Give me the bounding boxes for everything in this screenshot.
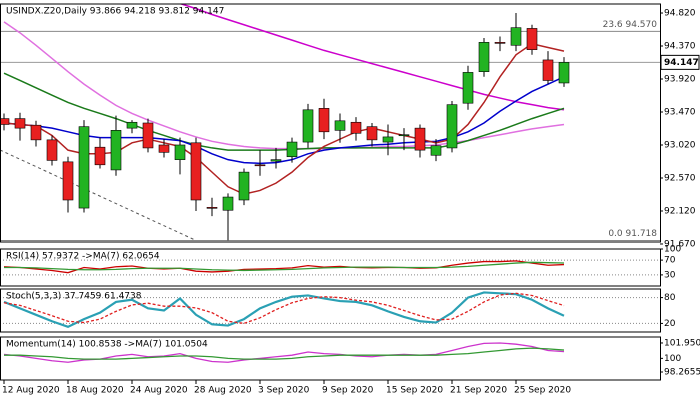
panel bbox=[0, 291, 660, 329]
y-tick-label: 100 bbox=[664, 354, 681, 364]
panel-title: RSI(14) 57.9372 ->MA(7) 62.0654 bbox=[6, 252, 160, 262]
y-tick-label: 70 bbox=[664, 256, 676, 266]
candle-body bbox=[462, 72, 474, 104]
candle-body bbox=[558, 62, 570, 84]
candle-body bbox=[446, 104, 458, 149]
panel-title: Stoch(5,3,3) 37.7459 61.4738 bbox=[6, 292, 142, 302]
candle-body bbox=[158, 144, 170, 153]
candle-body bbox=[30, 124, 42, 141]
panel-border bbox=[0, 248, 661, 287]
candle-body bbox=[14, 118, 26, 129]
y-tick-label: 92.120 bbox=[664, 206, 696, 216]
y-tick-label: 91.670 bbox=[664, 239, 696, 249]
indicator-line bbox=[3, 291, 565, 329]
candle-body bbox=[478, 42, 490, 72]
indicator-line bbox=[3, 260, 565, 274]
last-price-label: 94.147 bbox=[664, 58, 699, 68]
y-tick-label: 94.370 bbox=[664, 42, 696, 52]
panel-title: Momentum(14) 100.8538 ->MA(7) 101.0504 bbox=[6, 340, 208, 350]
y-tick-label: 93.920 bbox=[664, 75, 696, 85]
fib-label: 0.0 91.718 bbox=[608, 229, 657, 239]
y-tick-label: 93.470 bbox=[664, 108, 696, 118]
candle-body bbox=[94, 146, 106, 166]
candle-body bbox=[286, 141, 298, 158]
candle-body bbox=[334, 120, 346, 131]
candle-body bbox=[174, 144, 186, 160]
y-tick-label: 20 bbox=[664, 319, 676, 329]
panel-border bbox=[0, 3, 661, 243]
candle-body bbox=[510, 27, 522, 46]
candle-body bbox=[254, 164, 266, 167]
candle-body bbox=[270, 159, 282, 162]
x-tick-label: 25 Sep 2020 bbox=[514, 386, 571, 396]
panel bbox=[0, 4, 660, 241]
candle-body bbox=[542, 59, 554, 81]
candle-body bbox=[494, 42, 506, 44]
x-tick-label: 28 Aug 2020 bbox=[194, 386, 252, 396]
fib-label: 23.6 94.570 bbox=[603, 20, 658, 30]
indicator-line bbox=[4, 261, 565, 272]
x-tick-label: 24 Aug 2020 bbox=[130, 386, 188, 396]
indicator-line bbox=[3, 76, 565, 165]
x-tick-label: 21 Sep 2020 bbox=[450, 386, 507, 396]
y-tick-label: 94.820 bbox=[664, 9, 696, 19]
candle-body bbox=[414, 127, 426, 151]
x-tick-label: 3 Sep 2020 bbox=[258, 386, 310, 396]
candle-body bbox=[302, 109, 314, 143]
x-tick-label: 9 Sep 2020 bbox=[322, 386, 374, 396]
candle-body bbox=[62, 161, 74, 201]
indicator-line bbox=[4, 347, 565, 360]
candle-body bbox=[350, 121, 362, 134]
candle-body bbox=[142, 122, 154, 149]
candle-body bbox=[382, 136, 394, 143]
candle-body bbox=[190, 142, 202, 201]
y-tick-label: 80 bbox=[664, 293, 676, 303]
candle-body bbox=[206, 207, 218, 209]
panel-border bbox=[0, 288, 661, 333]
panel-title: USINDX.Z20,Daily 93.866 94.218 93.812 94… bbox=[6, 7, 224, 17]
candle-body bbox=[46, 139, 58, 161]
y-tick-label: 30 bbox=[664, 270, 676, 280]
x-tick-label: 15 Sep 2020 bbox=[386, 386, 443, 396]
y-tick-label: 98.2655 bbox=[664, 368, 700, 378]
y-tick-label: 92.570 bbox=[664, 173, 696, 183]
candle-body bbox=[110, 130, 122, 171]
panel-border bbox=[0, 336, 661, 381]
candle-body bbox=[318, 108, 330, 133]
x-tick-label: 12 Aug 2020 bbox=[2, 386, 60, 396]
panel bbox=[3, 342, 565, 363]
y-tick-label: 93.020 bbox=[664, 140, 696, 150]
candle-body bbox=[430, 145, 442, 156]
panel bbox=[0, 249, 660, 276]
indicator-line bbox=[3, 292, 565, 325]
x-tick-label: 18 Aug 2020 bbox=[66, 386, 124, 396]
candle-body bbox=[222, 196, 234, 211]
candle-body bbox=[0, 118, 10, 125]
candle-body bbox=[366, 126, 378, 141]
y-tick-label: 101.9507 bbox=[664, 338, 700, 348]
candle-body bbox=[78, 126, 90, 209]
candle-body bbox=[238, 171, 250, 201]
candle-body bbox=[398, 134, 410, 137]
y-tick-label: 100 bbox=[664, 245, 681, 255]
indicator-line bbox=[3, 72, 565, 151]
candle-body bbox=[526, 28, 538, 50]
candle-body bbox=[126, 121, 138, 129]
